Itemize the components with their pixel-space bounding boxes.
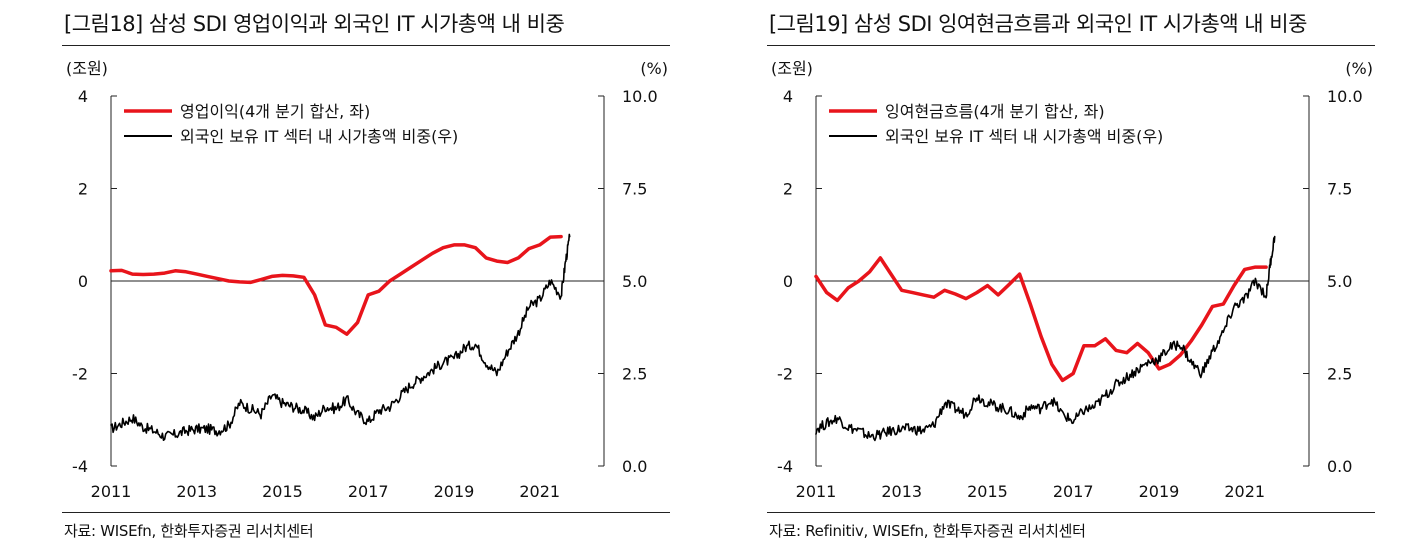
x-tick-label: 2011 <box>796 482 837 501</box>
y-left-unit: (조원) <box>771 59 813 78</box>
x-tick-label: 2015 <box>262 482 303 501</box>
y-left-tick-label: 4 <box>783 87 793 106</box>
legend-label: 외국인 보유 IT 섹터 내 시가총액 비중(우) <box>180 127 458 146</box>
x-tick-label: 2021 <box>1224 482 1265 501</box>
series-line-share <box>110 233 571 442</box>
y-right-tick-label: 7.5 <box>1327 180 1352 199</box>
title-divider <box>62 45 670 46</box>
y-right-tick-label: 2.5 <box>1327 365 1352 384</box>
y-right-tick-label: 10.0 <box>622 87 658 106</box>
x-tick-label: 2019 <box>434 482 475 501</box>
y-left-tick-label: 2 <box>783 180 793 199</box>
y-right-tick-label: 5.0 <box>622 272 647 291</box>
x-tick-label: 2013 <box>176 482 217 501</box>
legend-label: 외국인 보유 IT 섹터 내 시가총액 비중(우) <box>885 127 1163 146</box>
source-divider <box>767 512 1375 513</box>
y-right-tick-label: 0.0 <box>1327 457 1352 476</box>
legend-label: 잉여현금흐름(4개 분기 합산, 좌) <box>885 102 1105 121</box>
legend-label: 영업이익(4개 분기 합산, 좌) <box>180 102 370 121</box>
title-divider <box>767 45 1375 46</box>
y-left-tick-label: 2 <box>78 180 88 199</box>
chart-panel-18: [그림18] 삼성 SDI 영업이익과 외국인 IT 시가총액 내 비중 (조원… <box>62 12 670 540</box>
source-note: 자료: WISEfn, 한화투자증권 리서치센터 <box>64 522 314 540</box>
x-tick-label: 2017 <box>1053 482 1094 501</box>
y-left-tick-label: -2 <box>72 365 88 384</box>
y-left-tick-label: -2 <box>777 365 793 384</box>
x-tick-label: 2021 <box>519 482 560 501</box>
source-note: 자료: Refinitiv, WISEfn, 한화투자증권 리서치센터 <box>769 522 1086 540</box>
series-line-primary <box>814 256 1268 383</box>
y-right-unit: (%) <box>640 59 668 78</box>
y-left-tick-label: 4 <box>78 87 88 106</box>
y-right-tick-label: 0.0 <box>622 457 647 476</box>
x-tick-label: 2011 <box>91 482 132 501</box>
line-chart-19: (조원) (%) 4 2 0 -2 -4 10.0 7.5 5.0 2.5 0.0 2011 2013 20… <box>771 59 1373 501</box>
y-left-tick-label: -4 <box>72 457 88 476</box>
y-left-tick-label: 0 <box>783 272 793 291</box>
line-chart-18: (조원) (%) 4 2 0 -2 -4 10.0 7.5 5.0 2.5 0.0 2011 2013 20… <box>66 59 668 501</box>
y-right-unit: (%) <box>1345 59 1373 78</box>
series-line-share <box>815 235 1276 442</box>
series-line-primary <box>109 234 563 336</box>
y-right-tick-label: 10.0 <box>1327 87 1363 106</box>
source-divider <box>62 512 670 513</box>
y-right-tick-label: 5.0 <box>1327 272 1352 291</box>
y-left-tick-label: -4 <box>777 457 793 476</box>
chart-panel-19: [그림19] 삼성 SDI 잉여현금흐름과 외국인 IT 시가총액 내 비중 (… <box>705 0 1410 546</box>
x-tick-label: 2015 <box>967 482 1008 501</box>
x-tick-label: 2013 <box>881 482 922 501</box>
chart-title: [그림18] 삼성 SDI 영업이익과 외국인 IT 시가총액 내 비중 <box>64 12 565 36</box>
y-left-unit: (조원) <box>66 59 108 78</box>
y-left-tick-label: 0 <box>78 272 88 291</box>
y-right-tick-label: 2.5 <box>622 365 647 384</box>
chart-title: [그림19] 삼성 SDI 잉여현금흐름과 외국인 IT 시가총액 내 비중 <box>769 12 1307 36</box>
y-right-tick-label: 7.5 <box>622 180 647 199</box>
x-tick-label: 2019 <box>1139 482 1180 501</box>
x-tick-label: 2017 <box>348 482 389 501</box>
